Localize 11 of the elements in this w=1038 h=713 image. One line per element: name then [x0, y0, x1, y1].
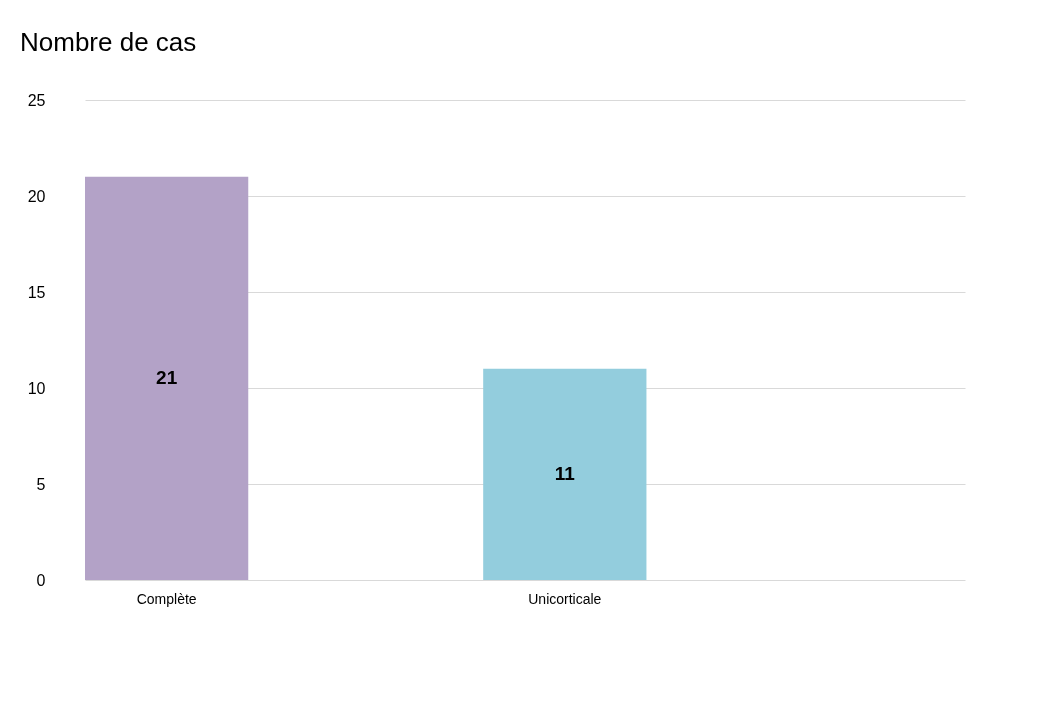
data-label: 21: [156, 367, 178, 389]
y-tick-label: 10: [27, 379, 46, 397]
y-tick-label: 25: [27, 91, 46, 109]
y-tick-label: 0: [36, 571, 46, 589]
chart-title: Nombre de cas: [20, 27, 197, 57]
x-tick-label: Complète: [136, 590, 197, 607]
y-tick-label: 5: [36, 475, 46, 493]
x-tick-label: Unicorticale: [528, 590, 602, 607]
y-tick-label: 20: [27, 187, 46, 205]
y-tick-label: 15: [27, 283, 46, 301]
data-label: 11: [554, 463, 576, 485]
